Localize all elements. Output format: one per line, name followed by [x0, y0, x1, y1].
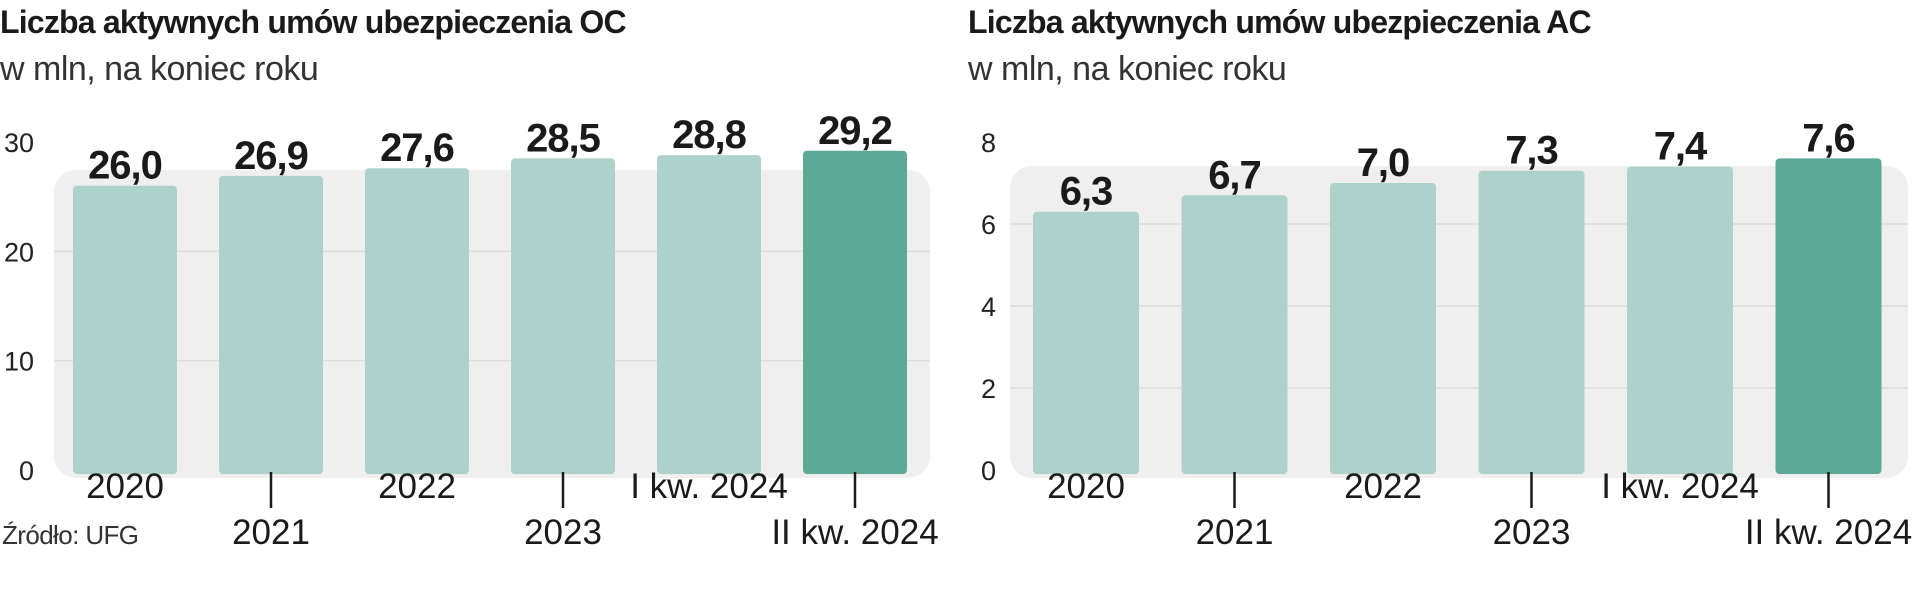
- y-tick-label: 0: [19, 456, 34, 486]
- bars: [1033, 158, 1882, 475]
- chart-subtitle: w mln, na koniec roku: [0, 50, 319, 88]
- bar: [803, 150, 907, 474]
- x-tick-label: 2020: [1047, 467, 1125, 506]
- x-tick-label: 2023: [1493, 513, 1571, 550]
- chart-subtitle: w mln, na koniec roku: [968, 50, 1287, 88]
- gridlines: [1010, 223, 1908, 389]
- x-tick-label: II kw. 2024: [771, 513, 938, 550]
- x-tick-label: II kw. 2024: [1745, 513, 1912, 550]
- x-tick-label: 2022: [1344, 467, 1422, 506]
- bar: [219, 175, 323, 474]
- bar: [1627, 166, 1733, 474]
- data-label: 28,5: [526, 116, 601, 160]
- bar: [1181, 195, 1288, 475]
- y-tick-label: 20: [4, 237, 34, 267]
- x-tick-label: I kw. 2024: [630, 467, 788, 506]
- data-label: 26,9: [234, 134, 308, 178]
- data-labels: 26,0 26,9 27,6 28,5 28,8 29,2: [88, 110, 893, 188]
- data-label: 26,0: [88, 144, 162, 188]
- chart-panel-ac: Liczba aktywnych umów ubezpieczenia AC w…: [968, 0, 1920, 593]
- y-tick-label: 2: [981, 374, 996, 404]
- x-tick-label: 2021: [232, 513, 310, 550]
- x-tick-label: 2022: [378, 467, 456, 506]
- x-tick-label: 2021: [1196, 513, 1274, 550]
- x-axis: 2020 2021 2022 2023 I kw. 2024 II kw. 2024: [86, 467, 939, 550]
- chart-panel-oc: Liczba aktywnych umów ubezpieczenia OC w…: [0, 4, 939, 550]
- bar: [73, 185, 177, 474]
- data-label: 28,8: [672, 113, 747, 157]
- bar-chart-ac: 0 2 4 6 8 6,3 6,7 7,0 7,3 7,4 7,6 2020 2021 2022 2023 I…: [981, 116, 1912, 550]
- y-tick-label: 10: [4, 347, 34, 377]
- data-label: 6,7: [1208, 153, 1261, 197]
- x-tick-label: I kw. 2024: [1601, 467, 1759, 506]
- x-tick-label: 2020: [86, 467, 164, 506]
- data-label: 7,3: [1505, 129, 1558, 173]
- data-labels: 6,3 6,7 7,0 7,3 7,4 7,6: [1060, 116, 1856, 214]
- bar: [1330, 183, 1436, 474]
- y-tick-label: 8: [981, 128, 996, 158]
- x-tick-label: 2023: [524, 513, 602, 550]
- data-label: 27,6: [380, 126, 454, 170]
- y-tick-label: 4: [981, 292, 996, 322]
- bar: [1775, 158, 1882, 474]
- data-label: 29,2: [818, 110, 892, 153]
- plot-background: [1010, 166, 1908, 478]
- chart-title: Liczba aktywnych umów ubezpieczenia AC: [968, 4, 1592, 40]
- bar: [511, 158, 615, 474]
- chart-title: Liczba aktywnych umów ubezpieczenia OC: [0, 4, 627, 40]
- source-label: Źródło: UFG: [2, 520, 139, 550]
- bar: [1478, 170, 1585, 474]
- bars: [73, 150, 907, 475]
- y-axis: 0 10 20 30: [4, 128, 34, 486]
- gridlines: [54, 250, 930, 362]
- bar: [365, 168, 469, 475]
- y-tick-label: 6: [981, 210, 996, 240]
- data-label: 6,3: [1060, 170, 1113, 214]
- bar: [1033, 211, 1139, 474]
- data-label: 7,0: [1357, 141, 1410, 185]
- data-label: 7,6: [1802, 116, 1855, 160]
- y-tick-label: 30: [4, 128, 34, 158]
- plot-background: [54, 170, 930, 478]
- bar: [657, 155, 761, 474]
- x-axis: 2020 2021 2022 2023 I kw. 2024 II kw. 2024: [1047, 467, 1912, 550]
- y-tick-label: 0: [981, 456, 996, 486]
- y-axis: 0 2 4 6 8: [981, 128, 996, 486]
- data-label: 7,4: [1654, 125, 1708, 169]
